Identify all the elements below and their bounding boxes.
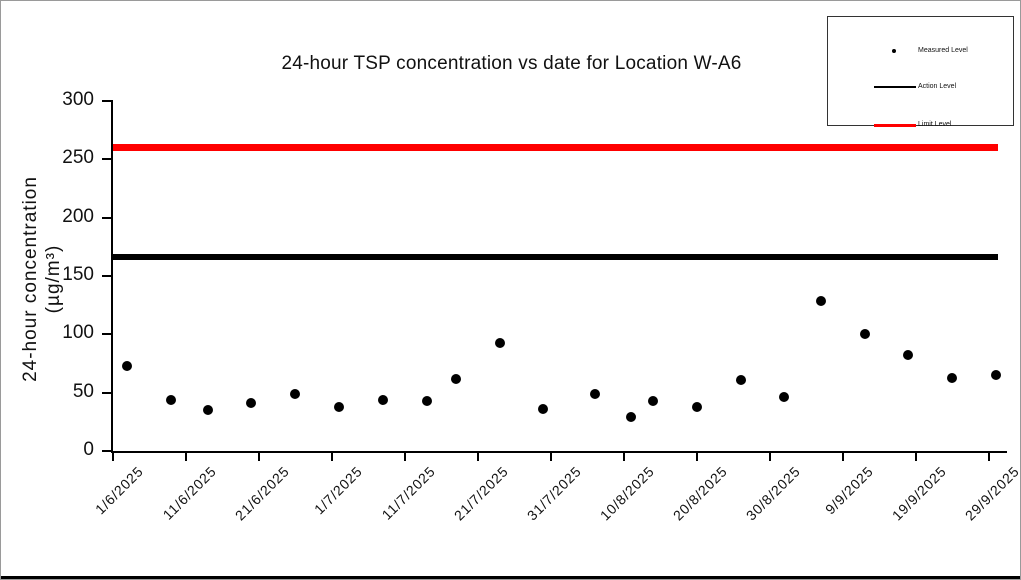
x-tick-mark [914,453,917,461]
data-point [903,350,914,361]
y-tick-mark [102,333,111,336]
action-level-line-marker [874,86,916,88]
y-tick-mark [102,100,111,102]
action-level-line [113,254,998,261]
data-point [626,412,636,423]
data-point [991,370,1001,381]
y-tick-label: 250 [62,147,94,169]
data-point [334,401,344,412]
y-tick-mark [102,158,111,161]
y-tick-mark [102,450,111,452]
data-point [538,404,549,414]
x-tick-mark [330,453,333,461]
x-tick-mark [841,453,844,461]
legend-label: Action Level [918,83,957,90]
y-axis-line [111,100,113,453]
y-tick-mark [102,216,111,219]
legend-label: Limit Level [918,121,952,128]
data-point [202,405,213,416]
y-tick-label: 0 [83,439,94,460]
y-tick-label: 100 [62,322,94,344]
y-tick-label: 200 [62,205,94,227]
measured-level-dot-marker [892,49,896,53]
x-tick-mark [695,453,698,461]
data-point [589,388,600,399]
x-axis-line [111,451,1007,453]
legend-item-measured-level: Measured Level [828,46,1013,60]
legend-label: Measured Level [918,47,968,54]
data-point [947,372,958,383]
data-point [647,395,658,406]
legend-item-limit-level: Limit Level [828,120,1013,134]
x-tick-mark [987,453,990,461]
x-tick-mark [476,453,479,461]
y-tick-mark [102,275,111,277]
legend: Measured Level Action Level Limit Level [827,16,1014,128]
data-point [494,337,505,348]
y-tick-label: 300 [62,89,94,110]
x-tick-mark [622,453,625,461]
data-point [122,360,133,371]
x-tick-mark [111,453,114,461]
x-tick-mark [184,453,187,461]
data-point [166,394,177,405]
data-point [779,392,790,403]
x-tick-mark [549,453,552,461]
data-point [859,329,870,340]
limit-level-line-marker [874,124,916,127]
data-point [450,373,461,384]
chart-title: 24-hour TSP concentration vs date for Lo… [281,53,742,74]
y-tick-mark [102,391,111,394]
y-tick-label: 50 [72,380,94,402]
data-point [815,295,826,306]
legend-item-action-level: Action Level [828,82,1013,96]
data-point [246,398,257,409]
bottom-border-line [1,576,1020,579]
limit-level-line [113,144,998,152]
x-tick-mark [403,453,406,461]
data-point [421,395,432,406]
data-point [377,394,388,405]
x-tick-mark [257,453,260,461]
x-tick-mark [768,453,771,461]
data-point [735,374,746,385]
data-point [691,401,702,412]
data-point [290,388,301,399]
y-tick-label: 150 [62,264,94,285]
